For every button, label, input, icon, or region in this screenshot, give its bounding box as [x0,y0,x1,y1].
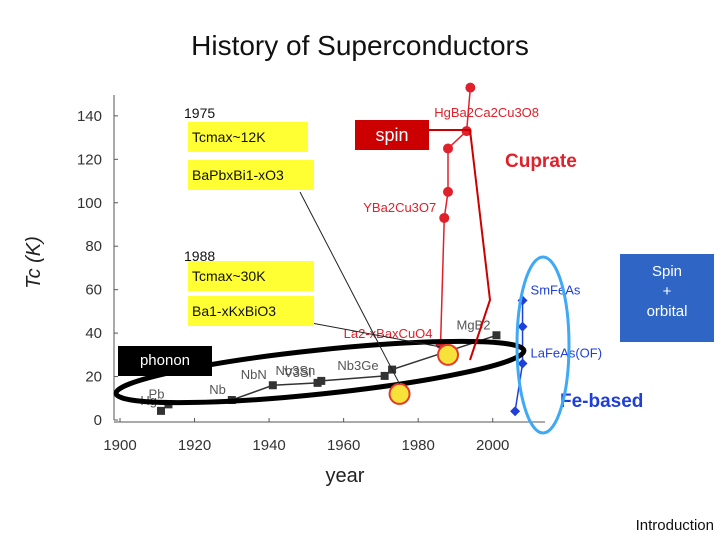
x-tick-label: 2000 [476,437,509,454]
conventional-point [268,381,277,390]
connector-1975 [299,191,400,385]
phonon-ellipse [113,338,527,406]
connector-1988 [305,321,441,348]
x-tick-label: 1900 [103,437,136,454]
fe-based-point [517,358,528,369]
y-tick-label: 140 [77,108,102,125]
cuprate-point [443,143,453,154]
point-label: LaFeAs(OF) [531,346,603,361]
formula-1988-text: Ba1-xKxBiO3 [192,303,277,319]
conventional-point [380,371,389,380]
y-tick-label: 40 [85,325,102,342]
cuprate-point [461,126,472,137]
tc-1975-text: Tcmax~12K [192,129,266,145]
fe-based-point [517,321,528,332]
cuprate-series-line [439,87,472,344]
spin-orbital-line-1: Spin [651,263,683,280]
x-tick-label: 1960 [327,437,360,454]
highlight-point [437,343,459,366]
year-1975-label: 1975 [184,105,216,121]
tc-1975-box: Tcmax~12K [188,122,308,152]
y-tick-label: 0 [94,412,102,429]
formula-1988-box: Ba1-xKxBiO3 [188,296,314,326]
spin-orbital-line-3: orbital [646,303,688,320]
conventional-point [492,331,501,340]
x-tick-label: 1980 [401,437,434,454]
spin-label: spin [355,120,429,150]
highlight-point [388,382,411,405]
tc-1988-text: Tcmax~30K [192,268,266,284]
fe-based-group-label: Fe-based [560,391,643,412]
tc-1988-box: Tcmax~30K [188,261,314,291]
point-label: HgBa2Ca2Cu3O8 [434,105,539,120]
x-axis-title: year [326,465,365,487]
page-title: History of Superconductors [191,30,529,61]
cuprate-group-label: Cuprate [505,151,577,172]
point-label: MgB2 [456,317,490,332]
point-label: Pb [149,386,165,401]
point-label: Nb3Ge [337,358,378,373]
point-label: V3Si [284,365,312,380]
y-tick-label: 100 [77,195,102,212]
y-tick-label: 120 [77,151,102,168]
formula-1975-box: BaPbxBi1-xO3 [188,160,314,190]
x-tick-label: 1940 [252,437,285,454]
y-axis-title: Tc (K) [23,236,45,289]
point-label: NbN [241,367,267,382]
y-tick-label: 20 [85,369,102,386]
spin-orbital-label: Spin + orbital [620,254,714,342]
cuprate-point [465,82,476,93]
y-tick-label: 60 [85,282,102,299]
point-label: Nb3Sn [276,363,316,378]
fe-based-point [510,406,521,417]
conventional-point [157,406,165,415]
cuprate-point [443,186,453,197]
y-tick-label: 80 [85,238,102,255]
point-label: YBa2Cu3O7 [363,200,436,215]
spin-orbital-line-2: + [662,283,672,300]
phonon-label: phonon [118,346,212,376]
point-label: Nb [209,382,226,397]
cuprate-point [439,212,450,223]
footer-label: Introduction [635,517,714,534]
cuprate-group-outline [420,129,492,361]
point-label: La2-xBaxCuO4 [344,326,433,341]
year-1988-label: 1988 [184,248,216,264]
conventional-point [317,376,326,385]
x-tick-label: 1920 [178,437,211,454]
point-label: SmFeAs [531,283,581,298]
fe-based-ellipse [515,255,571,435]
formula-1975-text: BaPbxBi1-xO3 [192,167,284,183]
